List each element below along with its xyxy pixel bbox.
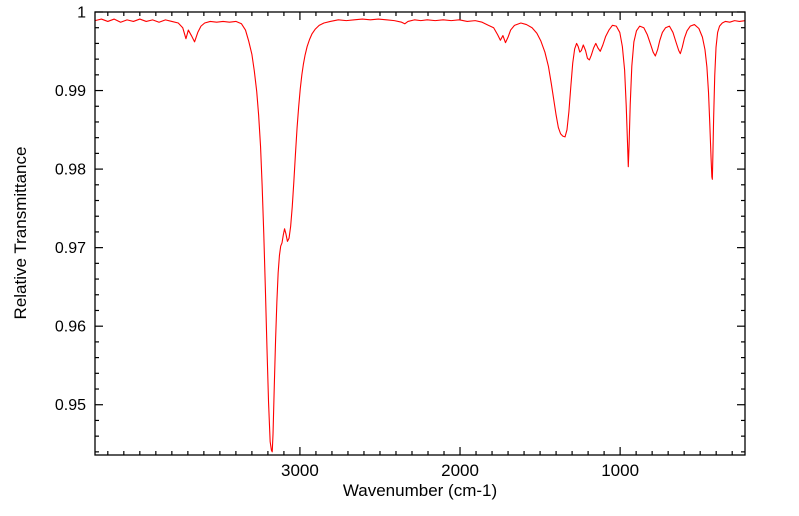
x-tick-label: 1000: [601, 461, 639, 480]
spectrum-line: [95, 18, 745, 453]
y-tick-label: 0.98: [55, 162, 86, 179]
y-tick-label: 0.97: [55, 240, 86, 257]
y-axis-label: Relative Transmittance: [11, 146, 30, 320]
plot-frame: [94, 11, 746, 456]
y-tick-label: 0.99: [55, 83, 86, 100]
y-tick-label: 0.95: [55, 397, 86, 414]
x-tick-label: 3000: [281, 461, 319, 480]
x-axis-label: Wavenumber (cm-1): [342, 481, 498, 500]
axis-tick-labels: 3000 2000 1000 0.95 0.96 0.97 0.98 0.99 1: [55, 5, 639, 481]
x-tick-label: 2000: [441, 461, 479, 480]
axis-ticks: [95, 11, 745, 455]
y-tick-label: 0.96: [55, 319, 86, 336]
y-tick-label: 1: [77, 5, 86, 22]
